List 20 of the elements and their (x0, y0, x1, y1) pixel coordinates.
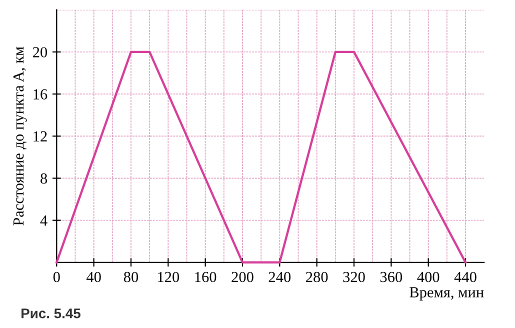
x-tick-label: 200 (232, 272, 254, 282)
x-tick-label: 160 (195, 272, 216, 282)
x-tick-label: 440 (454, 272, 476, 282)
x-tick-label: 320 (343, 272, 365, 282)
x-tick-label: 40 (86, 272, 101, 282)
x-tick-label: 280 (306, 272, 328, 282)
x-tick-label: 120 (158, 272, 180, 282)
text: Рис. 5.45 (22, 308, 80, 318)
y-axis-title: Расстояние до пункта A, км (13, 46, 27, 226)
y-tick-label: 8 (40, 173, 48, 184)
x-axis-title: Время, мин (410, 287, 484, 301)
x-tick-label: 80 (124, 272, 138, 282)
y-tick-label: 16 (34, 89, 48, 100)
y-tick-label: 12 (34, 131, 47, 142)
x-tick-label: 400 (417, 272, 440, 282)
x-tick-label: 0 (53, 272, 60, 282)
y-tick-label: 4 (40, 216, 48, 226)
x-tick-label: 360 (380, 272, 402, 282)
x-tick-label: 240 (268, 272, 291, 282)
y-tick-label: 20 (33, 47, 48, 58)
